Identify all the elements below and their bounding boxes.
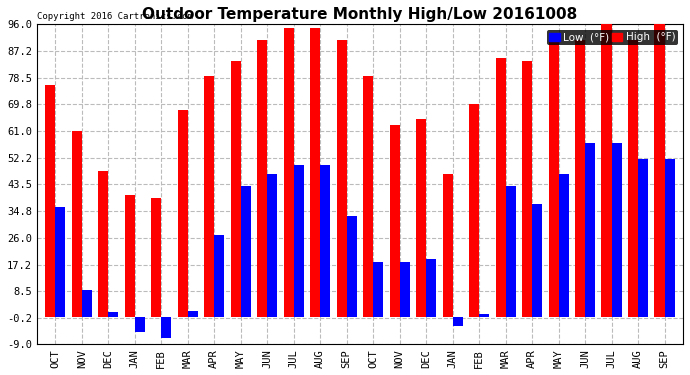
Bar	[416, 119, 426, 317]
Bar	[257, 40, 267, 317]
Bar	[55, 207, 66, 317]
Bar	[390, 125, 400, 317]
Bar	[506, 186, 515, 317]
Bar	[72, 131, 82, 317]
Bar	[585, 143, 595, 317]
Bar	[479, 314, 489, 317]
Bar	[284, 27, 294, 317]
Bar	[469, 104, 479, 317]
Bar	[241, 186, 250, 317]
Bar	[108, 312, 119, 317]
Bar	[654, 24, 664, 317]
Bar	[267, 174, 277, 317]
Bar	[559, 174, 569, 317]
Bar	[125, 195, 135, 317]
Bar	[611, 143, 622, 317]
Bar	[453, 317, 463, 326]
Bar	[549, 40, 559, 317]
Bar	[638, 159, 648, 317]
Bar	[188, 311, 198, 317]
Bar	[602, 24, 611, 317]
Bar	[522, 61, 532, 317]
Bar	[337, 40, 346, 317]
Bar	[532, 204, 542, 317]
Bar	[178, 110, 188, 317]
Bar	[161, 317, 171, 338]
Bar	[575, 40, 585, 317]
Bar	[82, 290, 92, 317]
Bar	[400, 262, 410, 317]
Bar	[373, 262, 383, 317]
Bar	[46, 86, 55, 317]
Bar	[495, 58, 506, 317]
Title: Outdoor Temperature Monthly High/Low 20161008: Outdoor Temperature Monthly High/Low 201…	[142, 7, 578, 22]
Bar	[442, 174, 453, 317]
Bar	[628, 40, 638, 317]
Legend: Low  (°F), High  (°F): Low (°F), High (°F)	[546, 30, 678, 45]
Bar	[204, 76, 215, 317]
Bar	[363, 76, 373, 317]
Bar	[135, 317, 145, 332]
Bar	[310, 27, 320, 317]
Bar	[320, 165, 331, 317]
Bar	[98, 171, 108, 317]
Bar	[346, 216, 357, 317]
Bar	[294, 165, 304, 317]
Text: Copyright 2016 Cartronics.com: Copyright 2016 Cartronics.com	[37, 12, 193, 21]
Bar	[664, 159, 675, 317]
Bar	[426, 259, 436, 317]
Bar	[230, 61, 241, 317]
Bar	[215, 235, 224, 317]
Bar	[151, 198, 161, 317]
